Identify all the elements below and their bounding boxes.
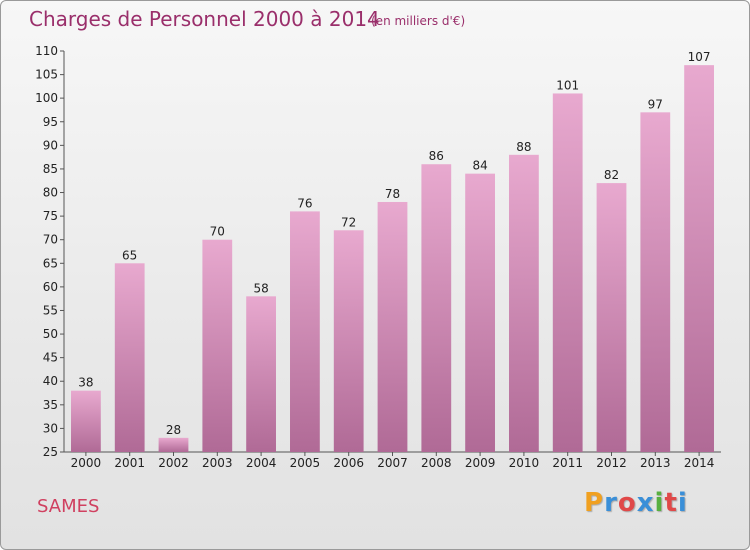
x-tick-label: 2009 [465, 456, 496, 470]
bar [333, 230, 364, 452]
bar [114, 263, 145, 452]
logo-letter: r [604, 488, 618, 518]
x-tick-label: 2011 [552, 456, 583, 470]
y-tick-label: 90 [43, 138, 58, 152]
logo-letter: i [654, 488, 665, 518]
data-label: 86 [429, 149, 444, 163]
bar [202, 239, 233, 452]
x-tick-label: 2003 [202, 456, 233, 470]
bar [552, 93, 583, 452]
y-tick-label: 25 [43, 445, 58, 459]
y-tick-label: 60 [43, 280, 58, 294]
bar [465, 173, 495, 453]
chart-title: Charges de Personnel 2000 à 2014 [29, 7, 380, 31]
y-tick-label: 50 [43, 327, 58, 341]
data-label: 78 [385, 187, 400, 201]
x-tick-label: 2006 [333, 456, 364, 470]
y-tick-label: 105 [35, 68, 58, 82]
x-tick-label: 2014 [684, 456, 715, 470]
y-tick-label: 70 [43, 233, 58, 247]
x-tick-label: 2008 [421, 456, 452, 470]
proxiti-logo: Proxiti [584, 488, 688, 518]
y-tick-label: 95 [43, 115, 58, 129]
data-label: 101 [556, 78, 579, 92]
y-tick-label: 30 [43, 421, 58, 435]
x-tick-label: 2012 [596, 456, 627, 470]
y-tick-label: 40 [43, 374, 58, 388]
x-tick-label: 2000 [71, 456, 102, 470]
y-tick-label: 65 [43, 256, 58, 270]
logo-letter: x [636, 488, 655, 518]
y-tick-label: 100 [35, 91, 58, 105]
x-tick-label: 2002 [158, 456, 189, 470]
x-tick-label: 2010 [509, 456, 540, 470]
data-label: 65 [122, 248, 137, 262]
y-tick-label: 85 [43, 162, 58, 176]
data-label: 38 [78, 376, 93, 390]
bar [421, 164, 452, 453]
x-tick-label: 2007 [377, 456, 408, 470]
bar [158, 437, 189, 452]
bar [71, 390, 101, 452]
bar [509, 154, 539, 452]
data-label: 88 [516, 140, 531, 154]
y-tick-label: 45 [43, 351, 58, 365]
x-tick-label: 2004 [246, 456, 277, 470]
bar [640, 112, 671, 453]
logo-letter: P [584, 488, 605, 518]
data-label: 70 [210, 225, 225, 239]
chart-subtitle: (en milliers d'€) [371, 14, 466, 28]
y-tick-label: 80 [43, 186, 58, 200]
bar [246, 296, 276, 452]
y-tick-label: 75 [43, 209, 58, 223]
bar [290, 211, 320, 452]
logo-letter: o [617, 488, 637, 518]
y-tick-label: 35 [43, 398, 58, 412]
data-label: 82 [604, 168, 619, 182]
logo-letter: t [664, 488, 678, 518]
bar [684, 65, 714, 452]
x-tick-label: 2001 [114, 456, 145, 470]
data-label: 76 [297, 196, 312, 210]
data-label: 97 [648, 97, 663, 111]
data-label: 58 [253, 281, 268, 295]
data-label: 72 [341, 215, 356, 229]
bar [596, 183, 627, 452]
y-tick-label: 55 [43, 303, 58, 317]
x-tick-label: 2005 [290, 456, 321, 470]
x-tick-label: 2013 [640, 456, 671, 470]
data-label: 28 [166, 423, 181, 437]
data-label: 84 [472, 159, 487, 173]
bar [377, 201, 408, 452]
commune-name: SAMES [37, 496, 100, 517]
logo-letter: i [677, 488, 688, 518]
y-tick-label: 110 [35, 44, 58, 58]
data-label: 107 [688, 50, 711, 64]
